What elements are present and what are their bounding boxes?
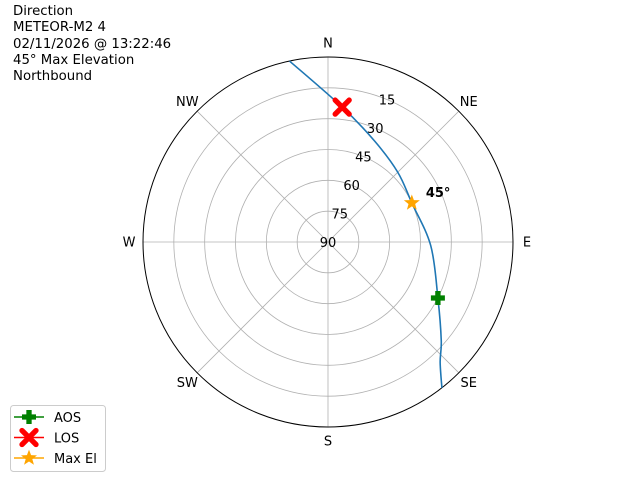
legend-label: LOS: [54, 432, 79, 447]
legend-label: Max El: [54, 452, 97, 467]
radial-tick-label: 45: [355, 151, 372, 166]
title-line: 02/11/2026 @ 13:22:46: [13, 36, 172, 52]
grid-spoke: [196, 110, 329, 243]
legend-symbol: [22, 410, 36, 424]
angular-tick-label: W: [123, 236, 136, 251]
radial-tick-label: 75: [332, 208, 349, 223]
marker-los: [332, 97, 352, 117]
angular-tick-label: S: [324, 435, 332, 450]
radial-tick-label: 90: [320, 236, 337, 251]
marker-max-el: [403, 194, 420, 210]
grid-spoke: [327, 241, 460, 374]
angular-tick-label: SW: [177, 376, 198, 391]
angular-tick-label: NE: [460, 95, 478, 110]
angular-tick-label: NW: [176, 95, 199, 110]
marker-aos: [430, 290, 445, 305]
title-line: Northbound: [13, 69, 93, 85]
track-line: [289, 60, 443, 388]
angular-tick-label: N: [323, 37, 333, 52]
angular-tick-label: SE: [460, 376, 476, 391]
chart-title: Direction METEOR-M2 4 02/11/2026 @ 13:22…: [13, 4, 171, 85]
grid-spoke: [196, 241, 329, 374]
radial-tick-label: 30: [367, 122, 384, 137]
title-line: METEOR-M2 4: [13, 20, 106, 36]
outer-circle: [142, 56, 514, 428]
legend-symbol: [21, 449, 37, 465]
radial-tick-label: 60: [343, 179, 360, 194]
legend-frame: [10, 405, 106, 472]
legend-symbol: [19, 427, 39, 448]
legend: AOS LOS Max El: [10, 405, 106, 472]
grid-spoke: [327, 110, 460, 243]
max-elevation-annotation: 45°: [426, 186, 451, 201]
radial-tick-label: 15: [379, 94, 396, 109]
title-line: Direction: [13, 4, 74, 19]
title-line: 45° Max Elevation: [13, 52, 135, 68]
legend-label: AOS: [54, 411, 81, 426]
angular-tick-label: E: [523, 236, 531, 251]
